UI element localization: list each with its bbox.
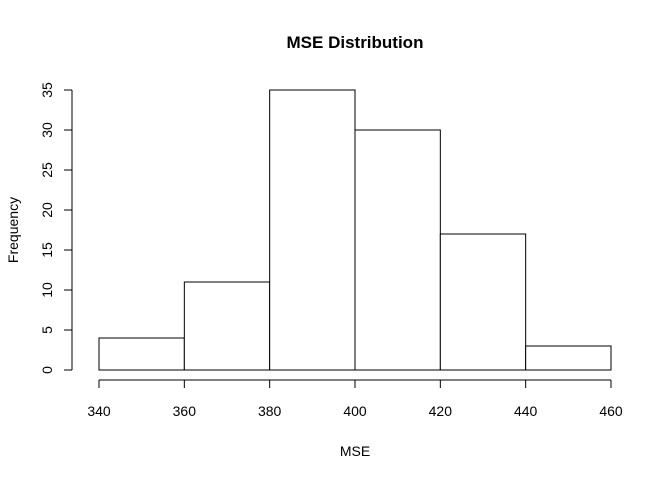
chart-title: MSE Distribution xyxy=(287,33,424,52)
histogram-bar-5 xyxy=(525,345,612,371)
x-tick-label-0: 340 xyxy=(87,403,111,419)
y-tick-label-6: 30 xyxy=(39,122,55,138)
y-axis-label: Frequency xyxy=(5,197,21,263)
y-tick-label-3: 15 xyxy=(39,242,55,258)
histogram-bar-4 xyxy=(439,233,527,371)
x-tick-label-5: 440 xyxy=(514,403,538,419)
histogram-bars xyxy=(98,89,612,371)
x-tick-label-6: 460 xyxy=(599,403,623,419)
x-tick-label-1: 360 xyxy=(173,403,197,419)
x-tick-label-3: 400 xyxy=(343,403,367,419)
histogram-bar-1 xyxy=(183,281,271,371)
histogram-bar-2 xyxy=(269,89,356,371)
x-axis: 340 360 380 400 420 440 460 xyxy=(87,379,623,419)
histogram-bar-3 xyxy=(354,129,441,371)
y-tick-label-1: 5 xyxy=(39,326,55,334)
x-axis-label: MSE xyxy=(340,443,370,459)
x-tick-label-2: 380 xyxy=(258,403,282,419)
y-tick-label-0: 0 xyxy=(39,366,55,374)
y-tick-label-2: 10 xyxy=(39,282,55,298)
y-tick-label-5: 25 xyxy=(39,162,55,178)
histogram-bar-0 xyxy=(98,337,185,371)
y-tick-label-7: 35 xyxy=(39,82,55,98)
y-tick-label-4: 20 xyxy=(39,202,55,218)
y-axis: 0 5 10 15 20 25 30 35 xyxy=(39,82,73,374)
x-tick-label-4: 420 xyxy=(429,403,453,419)
